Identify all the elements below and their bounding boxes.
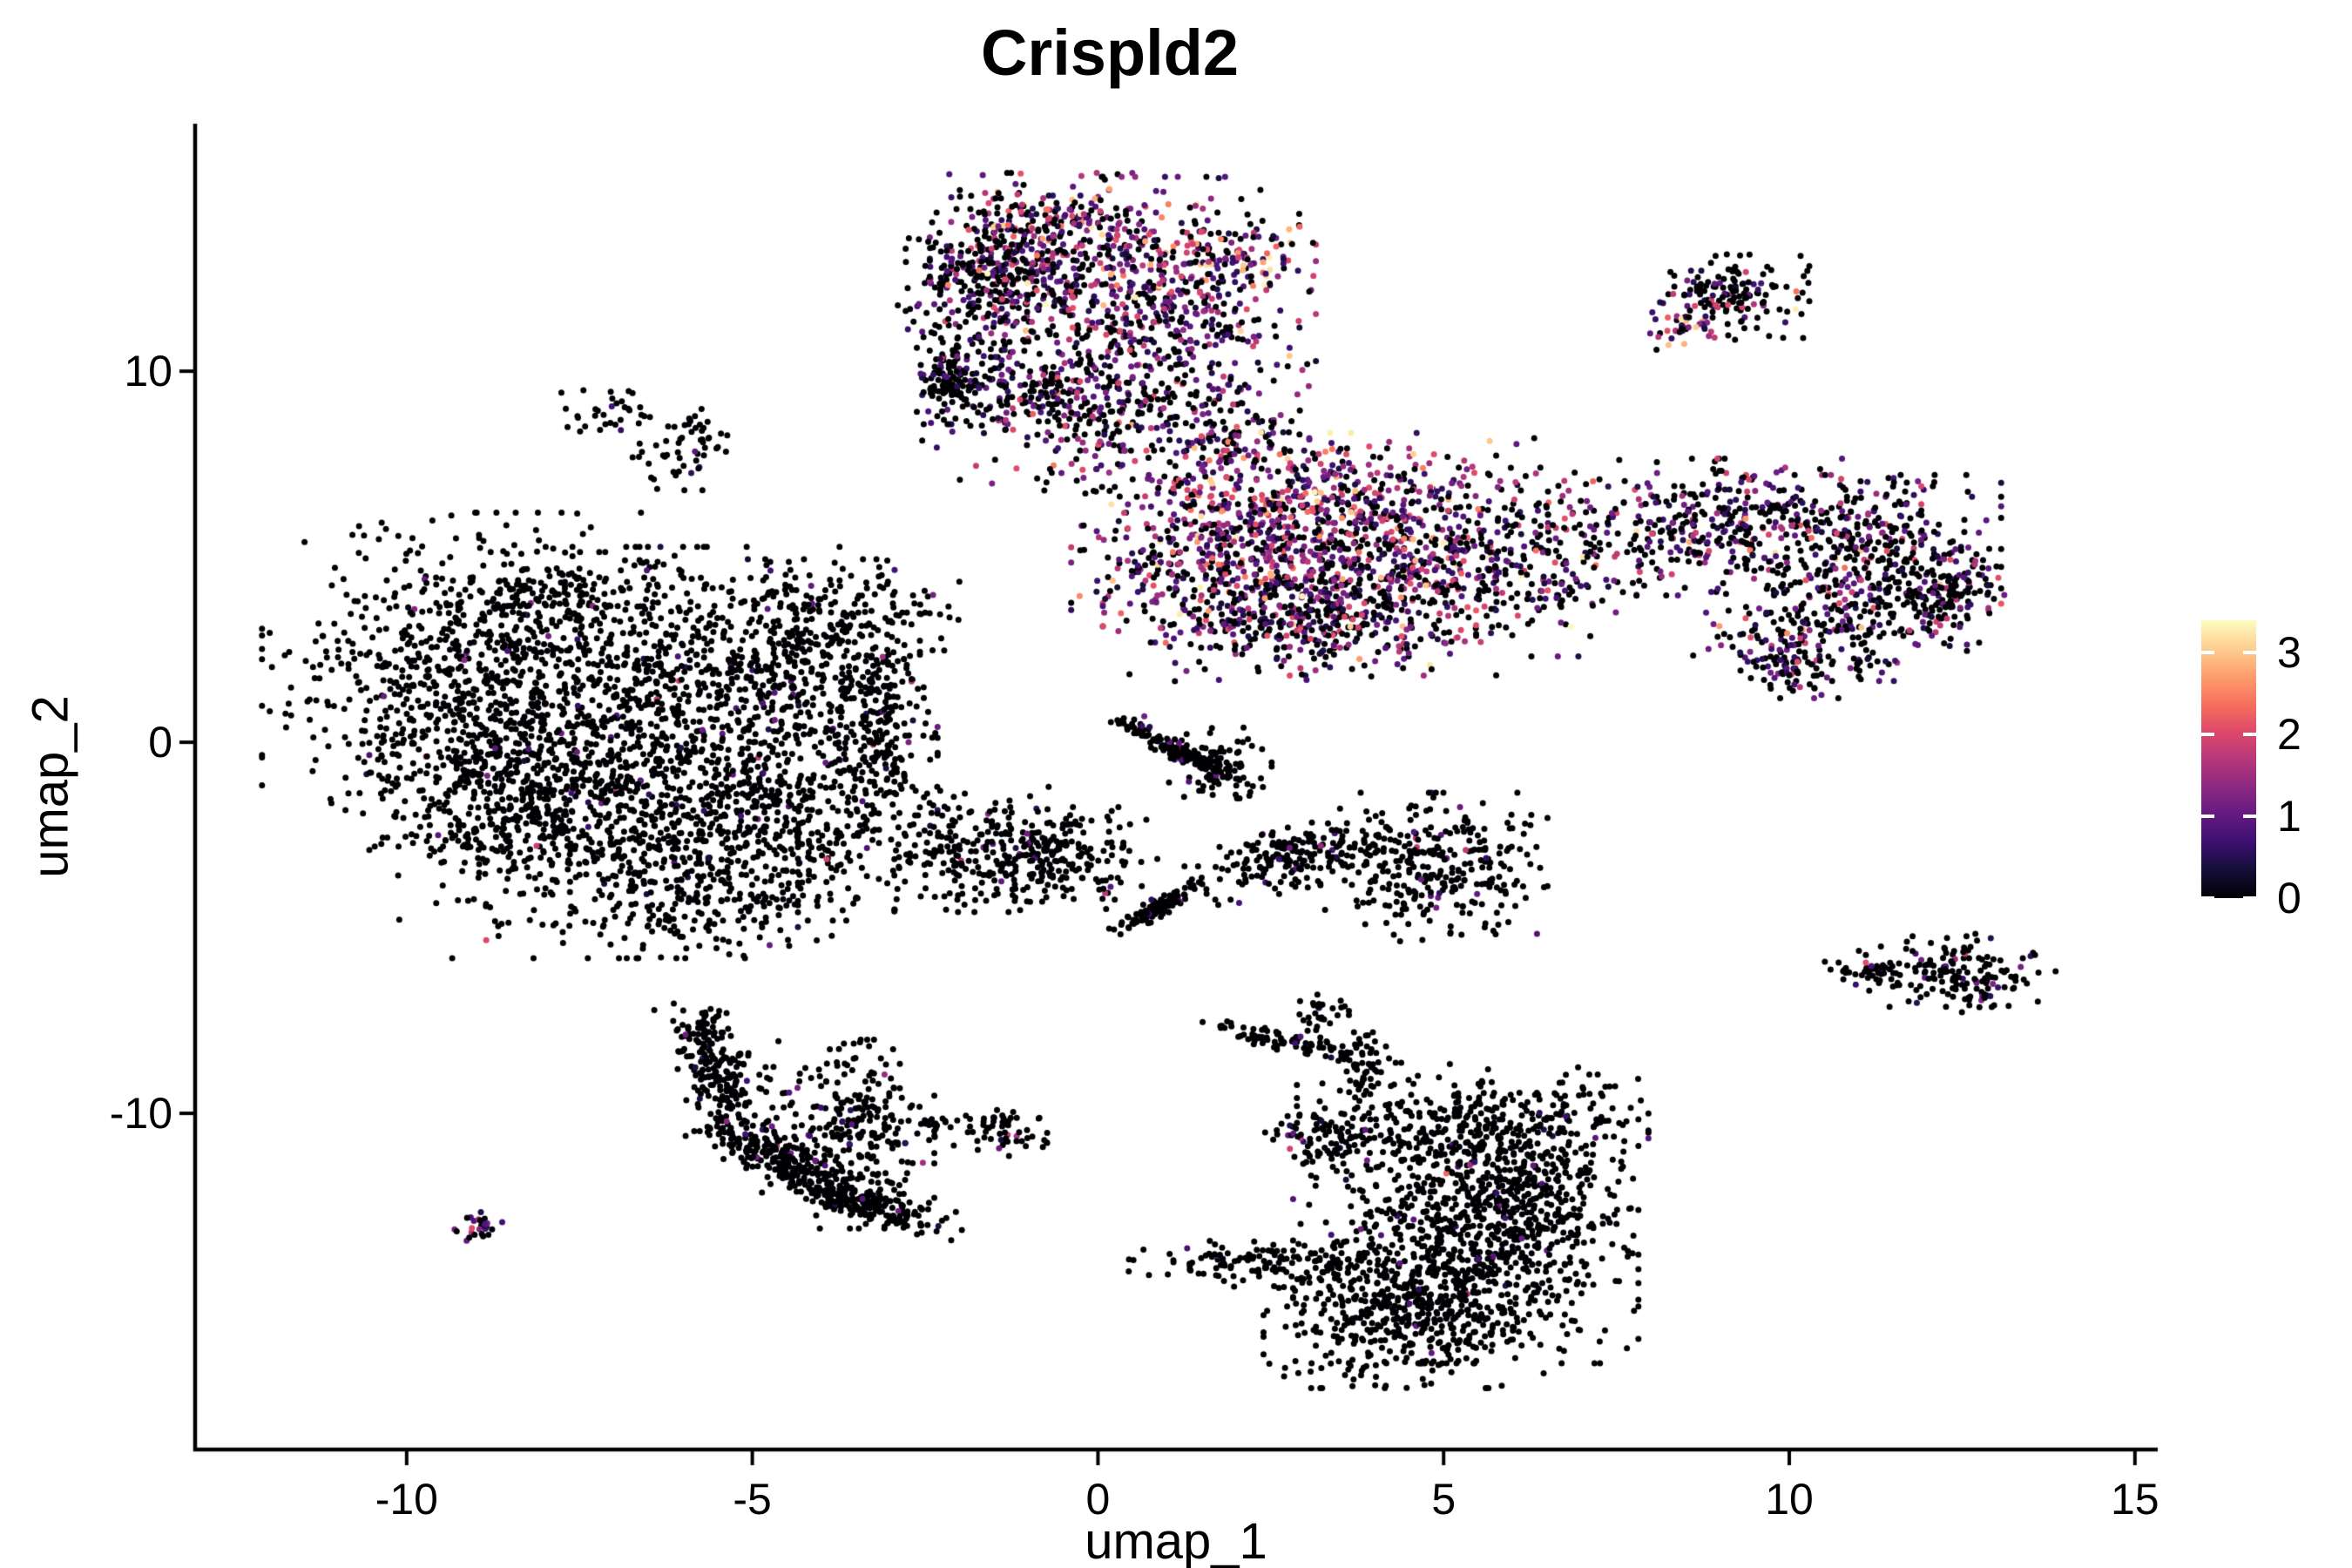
legend-tick-label: 2 — [2277, 709, 2301, 759]
colorbar-tick — [2201, 650, 2214, 654]
colorbar-tick — [2243, 650, 2256, 654]
legend-tick-label: 1 — [2277, 791, 2301, 841]
x-tick-label: -10 — [375, 1475, 438, 1524]
x-tick-label: 10 — [1765, 1475, 1814, 1524]
legend-tick-label: 3 — [2277, 627, 2301, 677]
y-tick-label: 0 — [148, 718, 172, 767]
y-tick-label: -10 — [109, 1089, 172, 1139]
colorbar-tick — [2243, 732, 2256, 736]
x-axis-title: umap_1 — [1085, 1513, 1267, 1568]
y-tick-label: 10 — [124, 347, 172, 396]
x-tick-label: -5 — [733, 1475, 772, 1524]
colorbar-tick — [2201, 896, 2214, 900]
legend-tick-label: 0 — [2277, 874, 2301, 923]
x-tick-label: 15 — [2110, 1475, 2159, 1524]
colorbar-tick — [2243, 896, 2256, 900]
plot-title: Crispld2 — [980, 17, 1240, 89]
x-tick-label: 5 — [1431, 1475, 1456, 1524]
expression-colorbar — [2201, 620, 2256, 898]
colorbar-tick — [2243, 814, 2256, 818]
x-tick-label: 0 — [1085, 1475, 1111, 1524]
colorbar-tick — [2201, 732, 2214, 736]
colorbar-tick — [2201, 814, 2214, 818]
